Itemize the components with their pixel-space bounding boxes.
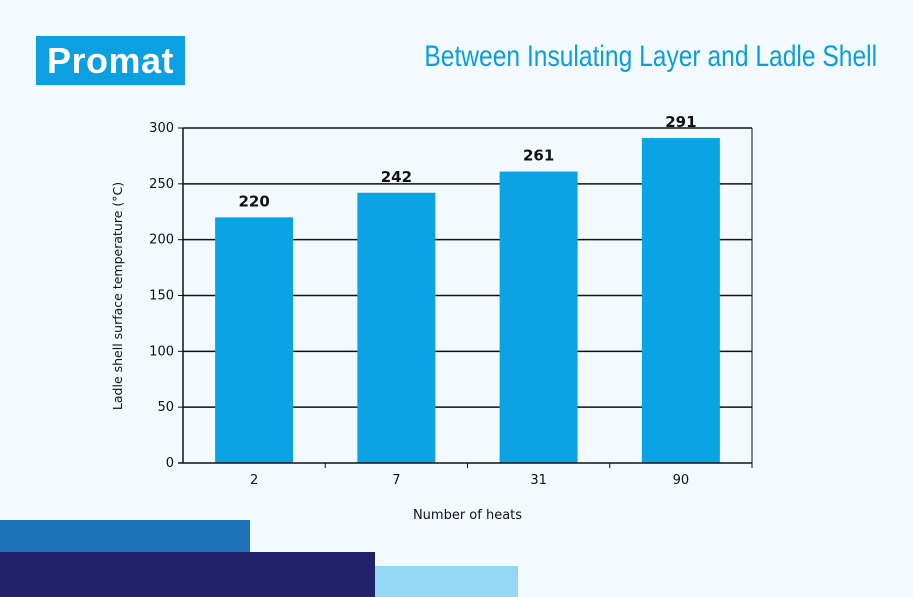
x-tick-label: 7 [392,473,400,488]
y-tick-label: 300 [149,121,174,136]
bar [641,138,720,464]
data-label: 261 [523,147,554,165]
x-tick-label: 31 [530,473,547,488]
decor-block-blue [0,520,250,552]
data-label: 291 [665,113,696,131]
bar [499,171,578,464]
x-axis-label: Number of heats [413,508,522,523]
bar [215,217,294,463]
data-label: 242 [381,168,412,186]
data-label: 220 [238,192,269,210]
decor-block-light [375,566,518,597]
x-tick-label: 90 [673,473,690,488]
y-tick-label: 150 [149,289,174,304]
x-tick-label: 2 [250,473,258,488]
y-tick-label: 100 [149,344,174,359]
y-tick-label: 50 [157,400,174,415]
y-tick-label: 0 [166,456,174,471]
bar [357,192,436,463]
promat-logo: Promat [36,36,185,85]
chart-title: Between Insulating Layer and Ladle Shell [424,40,877,73]
decor-block-navy [0,552,375,597]
y-tick-label: 250 [149,177,174,192]
y-tick-label: 200 [149,233,174,248]
y-axis-label: Ladle shell surface temperature (°C) [110,182,125,410]
